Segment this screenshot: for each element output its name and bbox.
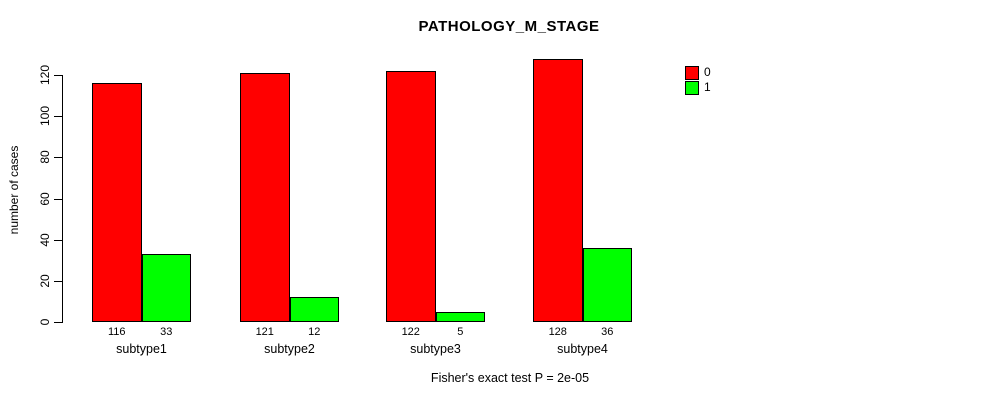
y-tick-mark bbox=[54, 198, 62, 200]
bar-series-1-subtype1 bbox=[141, 254, 191, 322]
y-tick-label: 60 bbox=[38, 191, 52, 206]
fisher-test-annotation: Fisher's exact test P = 2e-05 bbox=[430, 371, 590, 385]
bar-value-label: 33 bbox=[160, 326, 173, 338]
bar-value-label: 5 bbox=[457, 326, 464, 338]
y-axis-title: number of cases bbox=[7, 145, 21, 235]
y-tick-mark bbox=[54, 116, 62, 118]
legend-item-0: 0 bbox=[685, 65, 711, 80]
y-tick-label: 100 bbox=[38, 106, 52, 127]
y-tick-label: 0 bbox=[38, 318, 52, 326]
bar-value-label: 121 bbox=[255, 326, 274, 338]
bar-series-0-subtype1 bbox=[92, 83, 142, 322]
category-label-subtype4: subtype4 bbox=[557, 342, 608, 356]
bar-series-1-subtype2 bbox=[289, 297, 339, 322]
category-label-subtype2: subtype2 bbox=[264, 342, 315, 356]
y-tick-mark bbox=[54, 239, 62, 241]
bar-value-label: 36 bbox=[601, 326, 614, 338]
bar-series-1-subtype4 bbox=[582, 247, 632, 322]
legend-item-1: 1 bbox=[685, 80, 711, 95]
bar-series-0-subtype2 bbox=[240, 72, 290, 322]
y-tick-label: 40 bbox=[38, 232, 52, 247]
bar-value-label: 12 bbox=[308, 326, 321, 338]
bar-value-label: 116 bbox=[107, 326, 126, 338]
y-tick-label: 80 bbox=[38, 150, 52, 165]
bar-series-0-subtype3 bbox=[386, 70, 436, 322]
y-axis-line bbox=[62, 75, 63, 323]
chart-title: PATHOLOGY_M_STAGE bbox=[418, 18, 600, 35]
y-tick-label: 120 bbox=[38, 64, 52, 86]
category-label-subtype1: subtype1 bbox=[116, 342, 167, 356]
bar-series-0-subtype4 bbox=[533, 58, 583, 322]
legend-swatch-0 bbox=[685, 65, 699, 80]
legend-label: 0 bbox=[704, 65, 711, 79]
y-tick-mark bbox=[54, 322, 62, 323]
bar-series-1-subtype3 bbox=[435, 311, 485, 322]
y-tick-mark bbox=[54, 75, 62, 76]
legend-label: 1 bbox=[704, 80, 711, 94]
bar-value-label: 122 bbox=[401, 326, 420, 338]
y-tick-mark bbox=[54, 157, 62, 159]
legend-swatch-1 bbox=[685, 80, 699, 95]
bar-value-label: 128 bbox=[548, 326, 567, 338]
y-tick-mark bbox=[54, 280, 62, 282]
y-tick-label: 20 bbox=[38, 274, 52, 288]
category-label-subtype3: subtype3 bbox=[410, 342, 461, 356]
